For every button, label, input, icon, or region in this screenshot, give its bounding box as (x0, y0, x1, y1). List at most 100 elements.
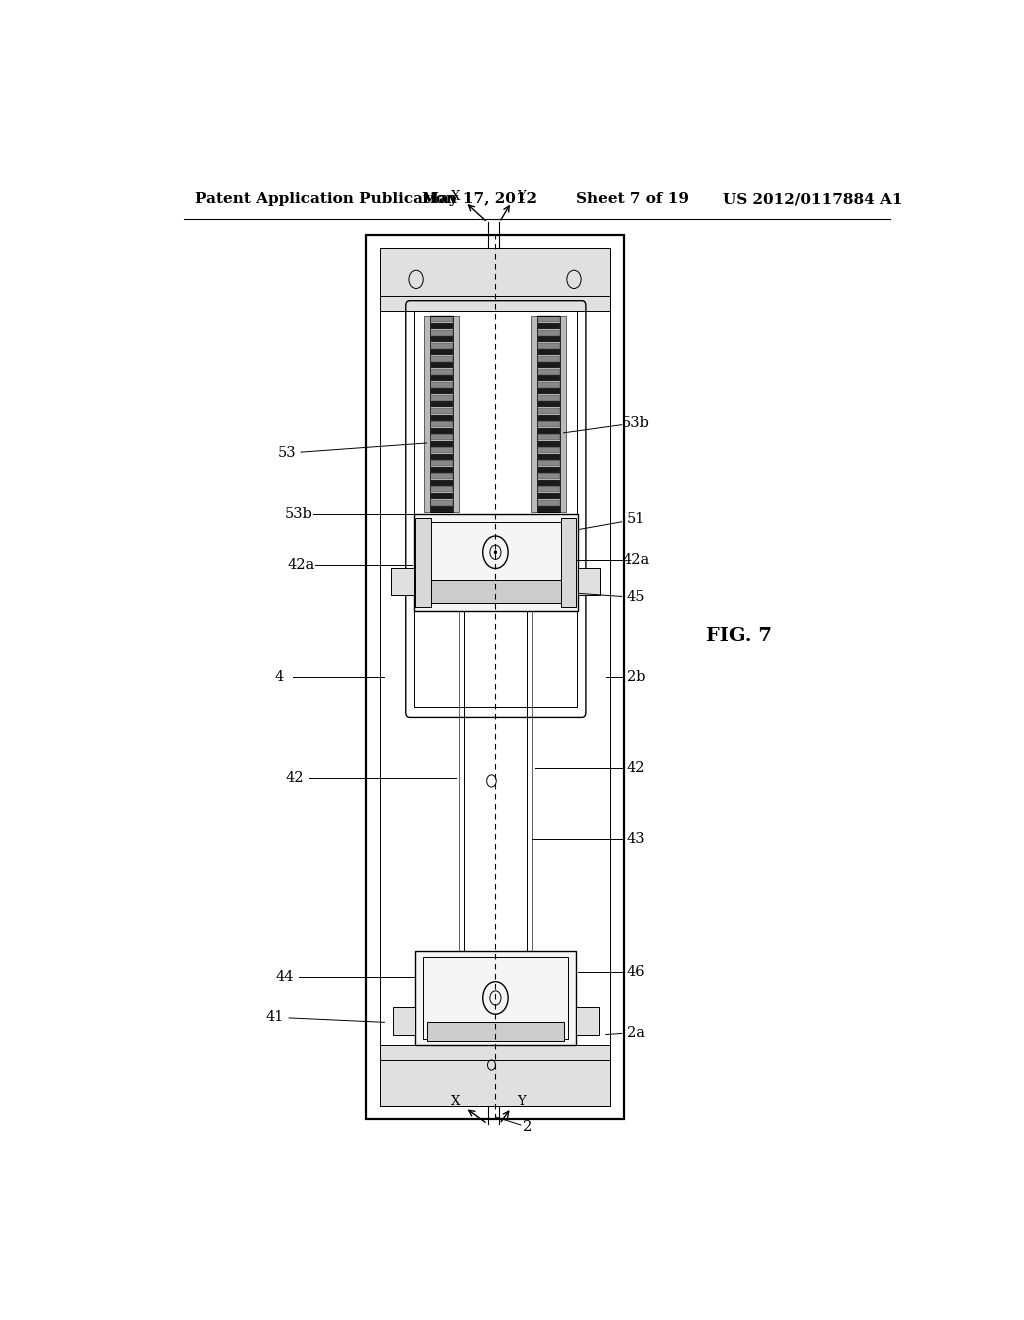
Bar (393, 1007, 416, 1035)
Bar (538, 447, 560, 453)
Bar (430, 447, 453, 453)
Text: 42a: 42a (288, 558, 314, 572)
Bar (430, 441, 453, 446)
Bar (430, 355, 453, 362)
Bar (430, 434, 453, 440)
Bar (430, 388, 453, 395)
Bar (428, 581, 563, 602)
Bar (538, 362, 560, 368)
Bar (538, 499, 560, 506)
Bar (430, 499, 453, 506)
Bar (538, 323, 560, 329)
Bar (538, 401, 560, 408)
Bar (538, 467, 560, 473)
Text: Y: Y (517, 1096, 526, 1107)
Bar (416, 519, 431, 607)
Bar (538, 350, 560, 355)
Text: May 17, 2012: May 17, 2012 (422, 191, 537, 206)
Bar (430, 381, 453, 388)
Text: 42a: 42a (623, 553, 649, 566)
Text: 2: 2 (522, 1121, 531, 1134)
Text: 53: 53 (278, 446, 296, 461)
Bar (538, 315, 560, 512)
Bar (430, 487, 453, 492)
Bar (538, 395, 560, 401)
Bar (430, 454, 453, 459)
Bar (416, 952, 577, 1044)
Bar (560, 519, 577, 607)
Bar (531, 315, 538, 512)
Bar (415, 312, 578, 708)
Bar (538, 381, 560, 388)
Bar (424, 315, 430, 512)
Bar (380, 248, 609, 1106)
Bar (430, 395, 453, 401)
Bar (538, 408, 560, 414)
Text: X: X (451, 190, 461, 202)
Bar (430, 343, 453, 348)
Bar (430, 317, 453, 322)
Bar (538, 474, 560, 479)
Bar (430, 421, 453, 428)
Bar (538, 487, 560, 492)
Bar (430, 368, 453, 375)
Bar (430, 461, 453, 466)
Bar (380, 248, 609, 312)
Text: 4: 4 (274, 669, 284, 684)
Text: Patent Application Publication: Patent Application Publication (196, 191, 458, 206)
Text: 44: 44 (275, 970, 294, 983)
Text: 53b: 53b (285, 507, 312, 521)
Bar (538, 492, 560, 499)
Bar (538, 337, 560, 342)
Bar (430, 337, 453, 342)
Text: X: X (451, 1096, 461, 1107)
Bar (423, 957, 568, 1039)
Text: Sheet 7 of 19: Sheet 7 of 19 (577, 191, 689, 206)
Bar (430, 350, 453, 355)
Text: 42: 42 (286, 771, 304, 785)
Bar (453, 315, 459, 512)
Text: 2b: 2b (627, 669, 645, 684)
Bar (538, 330, 560, 335)
Text: 43: 43 (627, 833, 645, 846)
Bar (430, 414, 453, 421)
Bar (430, 362, 453, 368)
Text: 45: 45 (627, 590, 645, 605)
Bar (538, 428, 560, 434)
Text: 53b: 53b (622, 416, 650, 430)
Bar (430, 474, 453, 479)
Bar (414, 515, 578, 611)
Text: 46: 46 (627, 965, 645, 978)
Circle shape (494, 550, 497, 554)
Bar (430, 330, 453, 335)
Bar (538, 461, 560, 466)
Bar (427, 1023, 564, 1040)
Bar (538, 480, 560, 486)
Bar (430, 323, 453, 329)
Bar (538, 434, 560, 440)
Bar (430, 408, 453, 414)
Text: 41: 41 (265, 1010, 284, 1024)
Bar (430, 480, 453, 486)
Bar (430, 315, 453, 512)
Bar (430, 506, 453, 512)
Bar (367, 235, 624, 1119)
Bar (578, 568, 600, 595)
Bar (538, 368, 560, 375)
Bar (430, 467, 453, 473)
Bar (380, 1044, 609, 1106)
Bar (430, 428, 453, 434)
Bar (423, 523, 568, 602)
Bar (391, 568, 414, 595)
Bar (538, 441, 560, 446)
Bar (538, 506, 560, 512)
Bar (538, 375, 560, 381)
Text: FIG. 7: FIG. 7 (707, 627, 772, 645)
Bar (538, 355, 560, 362)
Bar (538, 421, 560, 428)
Text: 2a: 2a (627, 1026, 645, 1040)
Bar (538, 388, 560, 395)
Bar (430, 492, 453, 499)
Bar (560, 315, 566, 512)
Text: US 2012/0117884 A1: US 2012/0117884 A1 (723, 191, 903, 206)
